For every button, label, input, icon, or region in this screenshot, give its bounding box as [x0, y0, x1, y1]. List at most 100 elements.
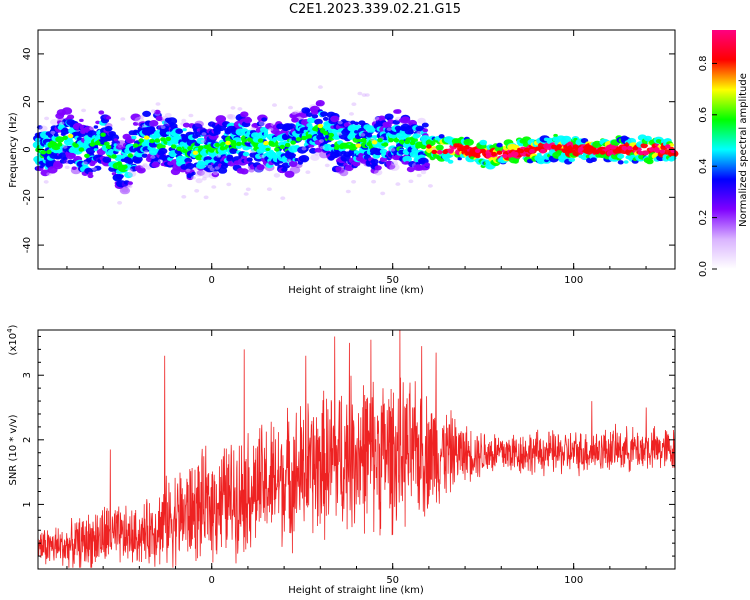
spectrogram-cell [289, 166, 301, 174]
spectrogram-cell [203, 195, 209, 200]
spectrogram-cell [165, 131, 171, 135]
spectrogram-ridge-point [214, 142, 220, 148]
spectrogram-ridge-point [122, 164, 128, 169]
spectrogram-cell [182, 122, 190, 128]
spectrogram-cell [422, 128, 429, 133]
spectrogram-cell [339, 169, 349, 177]
spectrogram-cell [263, 130, 269, 134]
spectrogram-ridge-point [654, 147, 660, 152]
spectrogram-cell [230, 106, 236, 110]
spectrogram-ridge-point [659, 149, 666, 154]
spectrogram-cell [120, 117, 126, 121]
spectrogram-ridge-point [426, 144, 432, 149]
spectrogram-cell [64, 165, 70, 170]
spectrogram-ridge-point [192, 150, 199, 155]
spectrogram-ridge-point [420, 144, 427, 150]
spectrogram-cell [319, 145, 325, 150]
spectrogram-ridge-point [274, 147, 280, 152]
spectrogram-cell [169, 123, 178, 129]
spectrogram-cell [117, 201, 123, 205]
spectrogram-ridge-point [453, 143, 459, 148]
spectrogram-ridge-point [116, 161, 123, 166]
spectrogram-ridge-point [263, 140, 269, 146]
spectrogram-cells [32, 85, 679, 205]
snr-y-tick-label: 1 [22, 501, 33, 507]
spectrogram-cell [470, 156, 475, 160]
spectrogram-cell [184, 157, 193, 164]
spectrogram-cell [194, 120, 204, 128]
spectrogram-ridge-point [431, 149, 438, 155]
spectrogram-cell [290, 153, 297, 158]
spectrogram-cell [617, 160, 624, 165]
spectrogram-cell [556, 150, 563, 155]
spectrogram-cell [151, 161, 160, 168]
spectrogram-ridge-point [382, 142, 389, 147]
spectrogram-y-tick-label: 40 [22, 48, 33, 61]
spectrogram-cell [175, 128, 184, 134]
spectrogram-cell [117, 142, 126, 148]
spectrogram-cell [93, 125, 99, 129]
spectrogram-ridge-point [230, 140, 237, 145]
spectrogram-cell [81, 108, 87, 113]
spectrogram-ridge-point [665, 144, 671, 149]
snr-x-tick-label: 0 [209, 575, 215, 586]
spectrogram-cell [496, 142, 503, 148]
spectrogram-cell [185, 168, 191, 173]
spectrogram-ridge-point [73, 143, 79, 148]
spectrogram-cell [113, 138, 119, 142]
spectrogram-cell [95, 120, 101, 125]
spectrogram-cell [188, 113, 194, 118]
spectrogram-cell [266, 123, 273, 128]
spectrogram-cell [259, 154, 265, 159]
spectrogram-cell [166, 117, 178, 125]
spectrogram-cell [87, 173, 94, 179]
spectrogram-cell [288, 105, 293, 110]
spectrogram-ridge-point [62, 135, 68, 140]
spectrogram-cell [374, 116, 380, 121]
spectrogram-ridge-point [513, 151, 519, 157]
spectrogram-cell [141, 124, 147, 128]
spectrogram-cell [127, 181, 133, 186]
spectrogram-cell [380, 191, 386, 196]
spectrogram-cell [322, 116, 329, 121]
colorbar-tick-label: 0.0 [698, 261, 709, 277]
spectrogram-cell [408, 179, 414, 184]
spectrogram-ridge-point [469, 150, 476, 155]
spectrogram-cell [272, 103, 277, 107]
snr-series-line [38, 330, 675, 568]
spectrogram-x-tick-label: 0 [209, 275, 215, 286]
spectrogram-ticks: 0 50 100 -40 -20 0 20 40 [22, 30, 675, 286]
spectrogram-cell [201, 176, 207, 181]
spectrogram-cell [384, 113, 394, 120]
spectrogram-ridge-point [187, 146, 193, 151]
spectrogram-ridge-point [561, 148, 568, 153]
spectrogram-cell [291, 118, 299, 123]
spectrogram-cell [196, 169, 205, 176]
spectrogram-ridge-point [632, 146, 638, 151]
spectrogram-cell [207, 164, 213, 169]
spectrogram-ridge-point [322, 130, 329, 136]
spectrogram-cell [39, 125, 48, 132]
colorbar-tick-label: 0.8 [698, 55, 709, 71]
spectrogram-cell [320, 111, 328, 117]
spectrogram-cell [311, 113, 319, 119]
spectrogram-cell [164, 112, 172, 118]
spectrogram-cell [229, 148, 238, 154]
spectrogram-cell [121, 187, 129, 193]
spectrogram-cell [390, 147, 396, 152]
spectrogram-cell [640, 143, 648, 149]
spectrogram-ridge-point [94, 140, 101, 145]
spectrogram-cell [281, 167, 287, 172]
spectrogram-ridge-point [257, 138, 264, 143]
spectrogram-cell [286, 158, 292, 163]
spectrogram-ridge-point [523, 147, 530, 153]
spectrogram-ridge-point [398, 139, 405, 144]
spectrogram-cell [416, 131, 422, 135]
spectrogram-cell [319, 139, 324, 143]
spectrogram-cell [181, 195, 187, 199]
spectrogram-cell [385, 123, 390, 127]
spectrogram-cell [43, 180, 49, 184]
spectrogram-cell [143, 150, 149, 154]
spectrogram-ridge-point [496, 150, 503, 155]
spectrogram-cell [243, 117, 253, 124]
